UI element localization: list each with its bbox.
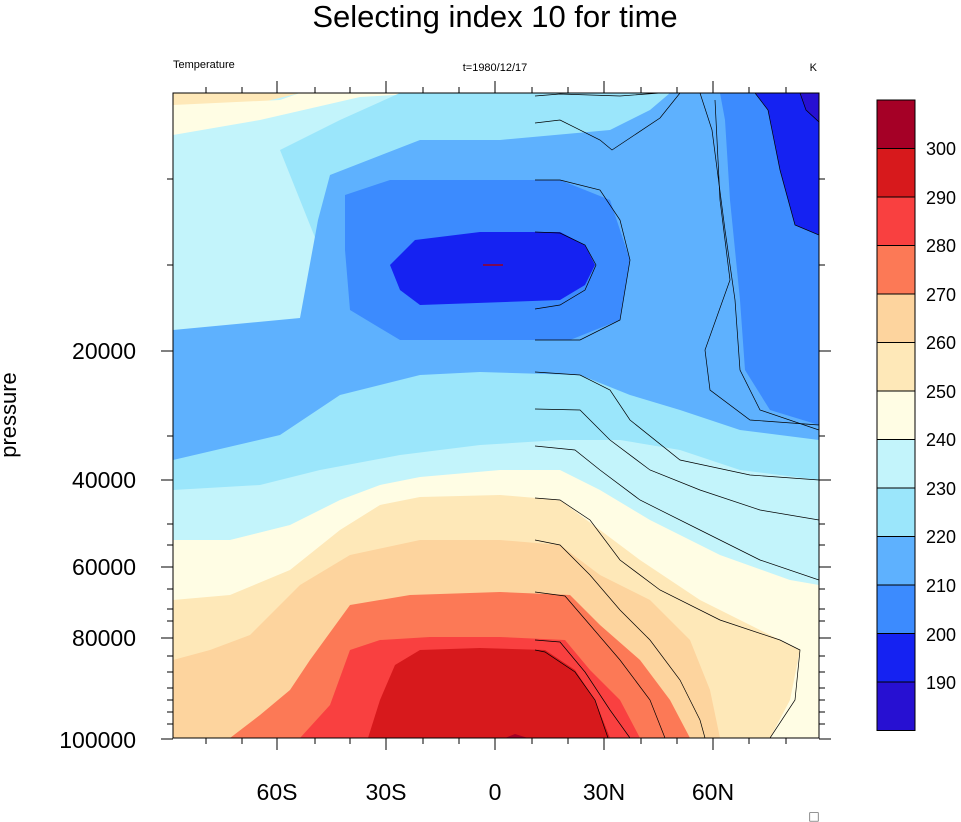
- colorbar-label-300: 300: [926, 139, 956, 159]
- colorbar-swatch: [877, 439, 915, 489]
- x-tick-label-30s: 30S: [366, 779, 407, 805]
- colorbar-labels: 300 290 280 270 260 250 240 230 220 210 …: [926, 139, 956, 693]
- colorbar-swatch: [877, 245, 915, 295]
- colorbar-swatch: [877, 391, 915, 440]
- colorbar-label-290: 290: [926, 188, 956, 208]
- band-300-310: [505, 734, 528, 738]
- footer-mark: □: [808, 809, 819, 822]
- x-tick-label-30n: 30N: [583, 779, 625, 805]
- colorbar-label-190: 190: [926, 673, 956, 693]
- y-tick-label-20000: 20000: [72, 338, 136, 364]
- colorbar-label-200: 200: [926, 625, 956, 645]
- band-240-250-topleft: [173, 93, 430, 135]
- colorbar-label-220: 220: [926, 527, 956, 547]
- colorbar-label-230: 230: [926, 479, 956, 499]
- contour-field: [173, 93, 819, 738]
- y-tick-label-100000: 100000: [59, 727, 136, 753]
- colorbar-label-240: 240: [926, 430, 956, 450]
- colorbar-swatch: [877, 488, 915, 537]
- left-string: Temperature: [173, 59, 235, 71]
- colorbar-frame: [876, 99, 916, 731]
- x-tick-label-60n: 60N: [692, 779, 734, 805]
- colorbar-label-280: 280: [926, 236, 956, 256]
- y-tick-label-80000: 80000: [72, 625, 136, 651]
- colorbar-swatch: [877, 585, 915, 634]
- colorbar-swatch: [877, 148, 915, 198]
- band-180-190-corner: [800, 93, 819, 122]
- colorbar-swatch: [877, 197, 915, 246]
- colorbar-swatch: [877, 294, 915, 343]
- colorbar-swatch: [877, 342, 915, 392]
- right-string: K: [810, 62, 818, 74]
- y-axis-ticks: [161, 178, 831, 740]
- colorbar-swatch: [877, 100, 915, 149]
- colorbar-swatch: [877, 633, 915, 683]
- colorbar: [876, 99, 916, 731]
- x-tick-label-0: 0: [489, 779, 502, 805]
- band-190-200-right: [755, 93, 819, 235]
- colorbar-label-260: 260: [926, 333, 956, 353]
- band-290-300: [368, 648, 610, 738]
- colorbar-label-270: 270: [926, 285, 956, 305]
- x-tick-label-60s: 60S: [257, 779, 298, 805]
- colorbar-swatch: [877, 682, 915, 731]
- colorbar-label-210: 210: [926, 576, 956, 596]
- chart-title: Selecting index 10 for time: [312, 0, 677, 34]
- colorbar-swatch: [877, 536, 915, 586]
- colorbar-label-250: 250: [926, 382, 956, 402]
- plot-frame: [172, 92, 820, 739]
- y-tick-label-40000: 40000: [72, 467, 136, 493]
- band-190-200-center: [390, 232, 595, 305]
- x-axis-ticks: [205, 81, 787, 750]
- contour-lines: [534, 93, 819, 738]
- y-tick-label-60000: 60000: [72, 554, 136, 580]
- center-string: t=1980/12/17: [463, 62, 528, 74]
- y-axis-label: pressure: [0, 372, 21, 458]
